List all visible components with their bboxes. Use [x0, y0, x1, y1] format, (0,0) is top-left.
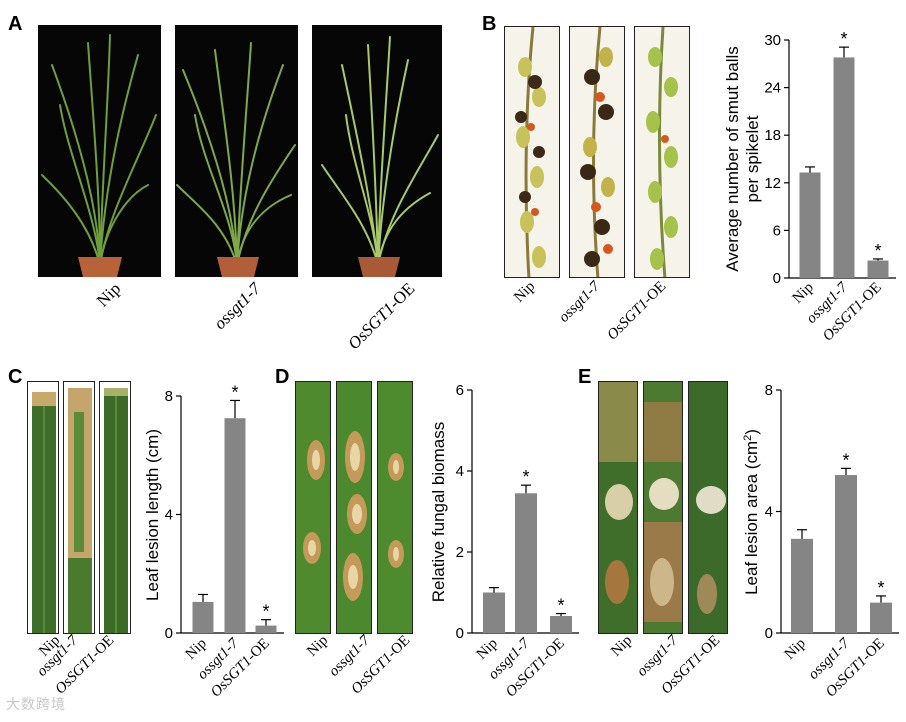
chart-b-category-label-0: Nip	[790, 280, 817, 307]
chart-c-bar-1	[224, 418, 246, 633]
leaf-photo-e-ossgt1-7	[643, 381, 683, 634]
chart-d-y-tick-label-1: 2	[456, 544, 464, 561]
chart-d-bar-0	[483, 592, 505, 633]
leaf-photo-e-ossgt1-oe	[688, 381, 728, 634]
chart-c-category-label-0: Nip	[183, 636, 210, 663]
chart-e-y-axis-label: Leaf lesion area (cm2)	[742, 429, 761, 595]
leaf-e-ossgt1-image	[644, 402, 682, 622]
rice-plant-nip-image	[41, 34, 157, 277]
chart-d-bar-1	[515, 493, 537, 633]
leaf-photo-e-nip	[598, 381, 638, 634]
chart-c-y-tick-label-0: 0	[165, 625, 173, 642]
chart-c-y-axis-label: Leaf lesion length (cm)	[143, 429, 162, 601]
chart-b-y-tick-label-4: 24	[764, 80, 781, 97]
chart-c-significance-1: *	[231, 382, 238, 402]
chart-b-y-tick-label-3: 18	[764, 127, 781, 144]
chart-d-bar-2	[550, 615, 572, 633]
chart-c-y-tick-label-2: 8	[165, 388, 173, 405]
chart-d-significance-1: *	[522, 467, 529, 487]
plant-photo-nip	[38, 25, 161, 277]
plant-photo-ossgt1-7	[175, 25, 298, 277]
panicle-ossgt1-image	[580, 27, 615, 277]
panel-label-d: D	[275, 366, 290, 388]
leaf-d-nip-image	[303, 440, 325, 564]
chart-d-significance-2: *	[557, 596, 564, 616]
chart-b-bar-1	[833, 57, 855, 278]
chart-e-significance-1: *	[842, 450, 849, 470]
leaf-e-nip-image	[599, 382, 637, 604]
chart-c-significance-2: *	[262, 602, 269, 622]
leaf-c-nip-image	[32, 392, 56, 633]
chart-c-y-tick-label-1: 4	[165, 507, 173, 524]
watermark-text: 大数跨境	[6, 696, 66, 712]
chart-d-y-tick-label-2: 4	[456, 463, 464, 480]
panel-label-a: A	[8, 13, 23, 35]
panicle-photo-nip	[504, 26, 560, 278]
chart-d-y-tick-label-0: 0	[456, 625, 464, 642]
leaf-d-oe-image	[388, 453, 404, 568]
chart-b-bar-0	[799, 172, 821, 278]
chart-e-significance-2: *	[877, 578, 884, 598]
chart-b-y-tick-label-2: 12	[764, 175, 781, 192]
chart-e-y-tick-label-1: 4	[765, 504, 773, 521]
leaf-photo-c-ossgt1-oe	[99, 381, 131, 634]
chart-e-bar-1	[835, 475, 857, 633]
chart-b-significance-1: *	[840, 29, 847, 49]
panicle-oe-image	[646, 27, 678, 277]
leaf-photo-d-ossgt1-oe	[377, 381, 413, 634]
panicle-photo-ossgt1-7	[569, 26, 625, 278]
chart-b-y-tick-label-5: 30	[764, 32, 781, 49]
leaf-photo-d-ossgt1-7	[336, 381, 372, 634]
chart-b-significance-2: *	[874, 241, 881, 261]
chart-b-y-tick-label-0: 0	[773, 270, 781, 287]
leaf-photo-c-ossgt1-7	[63, 381, 95, 634]
chart-b-y-axis-label: Average number of smut ballsper spikelet	[723, 46, 762, 272]
chart-b-bar-2	[867, 260, 889, 278]
chart-b-y-tick-label-1: 6	[773, 222, 781, 239]
plant-photo-ossgt1-oe	[312, 25, 442, 277]
leaf-c-ossgt1-image	[68, 388, 92, 633]
panel-label-e: E	[578, 366, 592, 388]
chart-e-bar-0	[791, 538, 813, 633]
panel-label-c: C	[8, 366, 23, 388]
chart-d-y-axis-label: Relative fungal biomass	[429, 422, 448, 602]
chart-e-bar-2	[870, 602, 892, 633]
rice-plant-oe-image	[321, 36, 439, 277]
panicle-photo-ossgt1-oe	[634, 26, 690, 278]
leaf-d-ossgt1-image	[343, 431, 367, 601]
chart-d-category-label-0: Nip	[474, 636, 501, 663]
panel-label-b: B	[482, 13, 497, 35]
chart-e-y-tick-label-2: 8	[765, 382, 773, 399]
leaf-e-oe-image	[696, 486, 726, 614]
chart-d-y-tick-label-3: 6	[456, 382, 464, 399]
chart-c-bar-2	[255, 625, 277, 633]
rice-plant-ossgt1-image	[176, 42, 296, 277]
chart-e-y-tick-label-0: 0	[765, 625, 773, 642]
chart-c-bar-0	[192, 601, 214, 633]
chart-e-category-label-0: Nip	[782, 636, 809, 663]
leaf-c-oe-image	[104, 388, 128, 633]
leaf-photo-d-nip	[295, 381, 331, 634]
panicle-nip-image	[515, 27, 546, 277]
leaf-photo-c-nip	[27, 381, 59, 634]
